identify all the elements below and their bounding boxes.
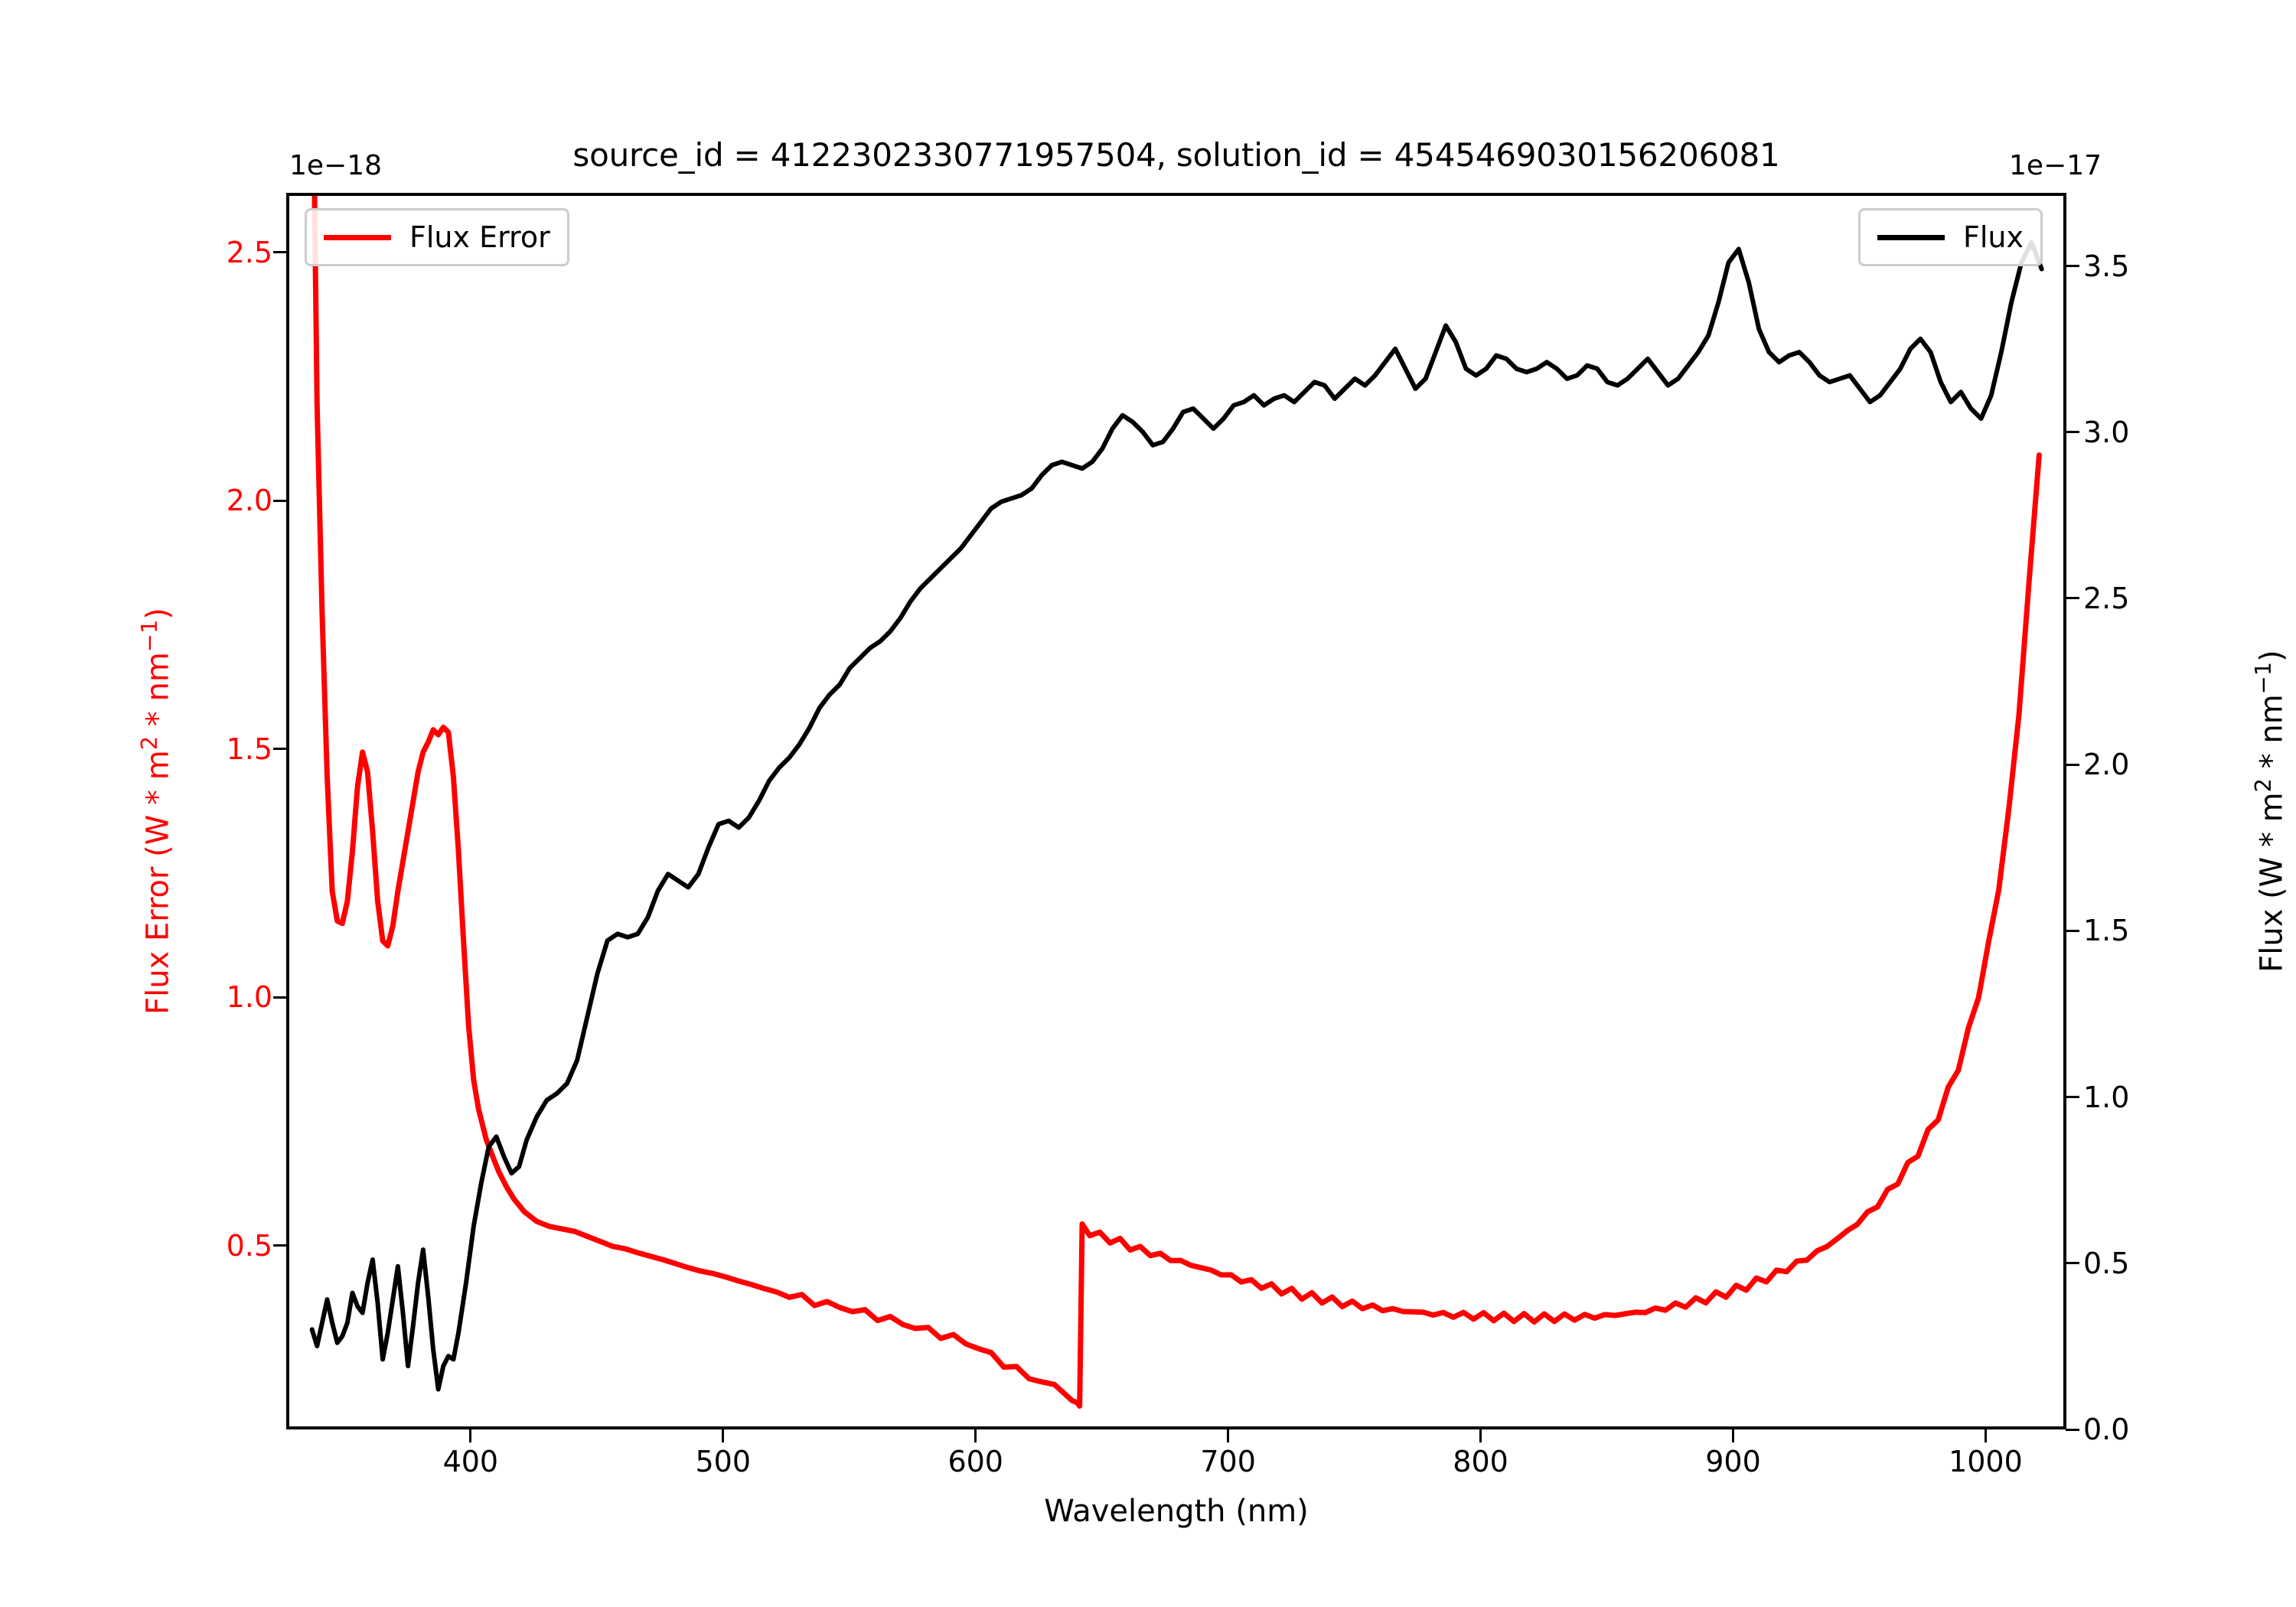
x-tick-mark — [1479, 1429, 1482, 1442]
x-tick-mark — [469, 1429, 472, 1442]
right-y-tick-label: 1.0 — [2083, 1080, 2130, 1114]
x-tick-label: 700 — [1200, 1445, 1256, 1478]
left-y-axis-label-sup1: 2 — [136, 735, 162, 751]
right-y-tick-label: 2.0 — [2083, 748, 2130, 782]
left-y-tick-label: 2.5 — [226, 235, 272, 269]
x-tick-mark — [974, 1429, 977, 1442]
right-y-tick-mark — [2066, 431, 2079, 434]
legend-flux: Flux — [1858, 208, 2043, 266]
right-y-tick-label: 0.5 — [2083, 1246, 2130, 1280]
right-y-tick-mark — [2066, 763, 2079, 766]
right-y-tick-label: 3.5 — [2083, 249, 2130, 283]
right-y-axis-label-sup1: 2 — [2250, 778, 2276, 793]
left-y-axis-label: Flux Error (W * m2 * nm−1) — [136, 193, 175, 1429]
right-y-axis-label: Flux (W * m2 * nm−1) — [2250, 193, 2289, 1429]
plot-lines-svg — [309, 196, 2044, 1409]
flux-error-line — [311, 196, 2042, 1409]
flux-legend-label: Flux — [1963, 220, 2024, 254]
right-y-tick-mark — [2066, 929, 2079, 932]
left-y-axis-label-mid: * nm — [140, 652, 176, 736]
right-y-tick-label: 2.5 — [2083, 581, 2130, 615]
left-y-axis-label-sup2: −1 — [136, 619, 162, 653]
x-axis-label: Wavelength (nm) — [1044, 1494, 1309, 1529]
x-tick-label: 400 — [442, 1445, 499, 1478]
right-y-tick-mark — [2066, 1096, 2079, 1099]
x-tick-label: 600 — [947, 1445, 1003, 1478]
x-tick-mark — [1984, 1429, 1987, 1442]
right-y-axis-label-end: ) — [2254, 650, 2290, 662]
left-y-axis-label-text: Flux Error (W * m — [140, 750, 176, 1015]
left-y-tick-mark — [273, 251, 287, 254]
right-y-tick-label: 3.0 — [2083, 415, 2130, 449]
left-y-tick-label: 1.0 — [226, 980, 272, 1015]
left-y-tick-label: 0.5 — [226, 1228, 272, 1263]
left-y-tick-mark — [273, 748, 287, 751]
x-tick-mark — [1227, 1429, 1230, 1442]
flux-error-legend-swatch-icon — [324, 234, 391, 240]
flux-error-legend-label: Flux Error — [409, 220, 550, 254]
flux-line — [309, 240, 2044, 1392]
left-axis-offset-text: 1e−18 — [289, 150, 383, 181]
right-y-tick-label: 0.0 — [2083, 1413, 2130, 1446]
right-y-tick-mark — [2066, 1428, 2079, 1431]
right-y-tick-label: 1.5 — [2083, 914, 2130, 948]
right-y-axis-label-sup2: −1 — [2250, 661, 2276, 695]
x-tick-mark — [1731, 1429, 1734, 1442]
left-y-tick-mark — [273, 499, 287, 502]
right-y-tick-mark — [2066, 265, 2079, 268]
right-y-axis-label-text: Flux (W * m — [2254, 792, 2290, 973]
x-tick-label: 900 — [1705, 1445, 1761, 1478]
legend-flux-error: Flux Error — [305, 208, 569, 266]
right-y-tick-mark — [2066, 597, 2079, 600]
x-tick-mark — [722, 1429, 725, 1442]
x-tick-label: 1000 — [1949, 1445, 2023, 1478]
x-tick-label: 500 — [695, 1445, 752, 1478]
left-y-tick-mark — [273, 1244, 287, 1247]
page-title: source_id = 4122302330771957504, solutio… — [572, 136, 1780, 174]
flux-legend-swatch-icon — [1877, 234, 1945, 240]
left-y-axis-label-end: ) — [140, 608, 176, 620]
left-y-tick-label: 1.5 — [226, 732, 272, 766]
left-y-tick-mark — [273, 996, 287, 999]
left-y-tick-label: 2.0 — [226, 484, 272, 518]
x-tick-label: 800 — [1453, 1445, 1508, 1478]
right-axis-offset-text: 1e−17 — [2009, 150, 2102, 181]
right-y-tick-mark — [2066, 1262, 2079, 1265]
plot-axes-frame — [286, 193, 2066, 1429]
right-y-axis-label-mid: * nm — [2254, 694, 2290, 779]
